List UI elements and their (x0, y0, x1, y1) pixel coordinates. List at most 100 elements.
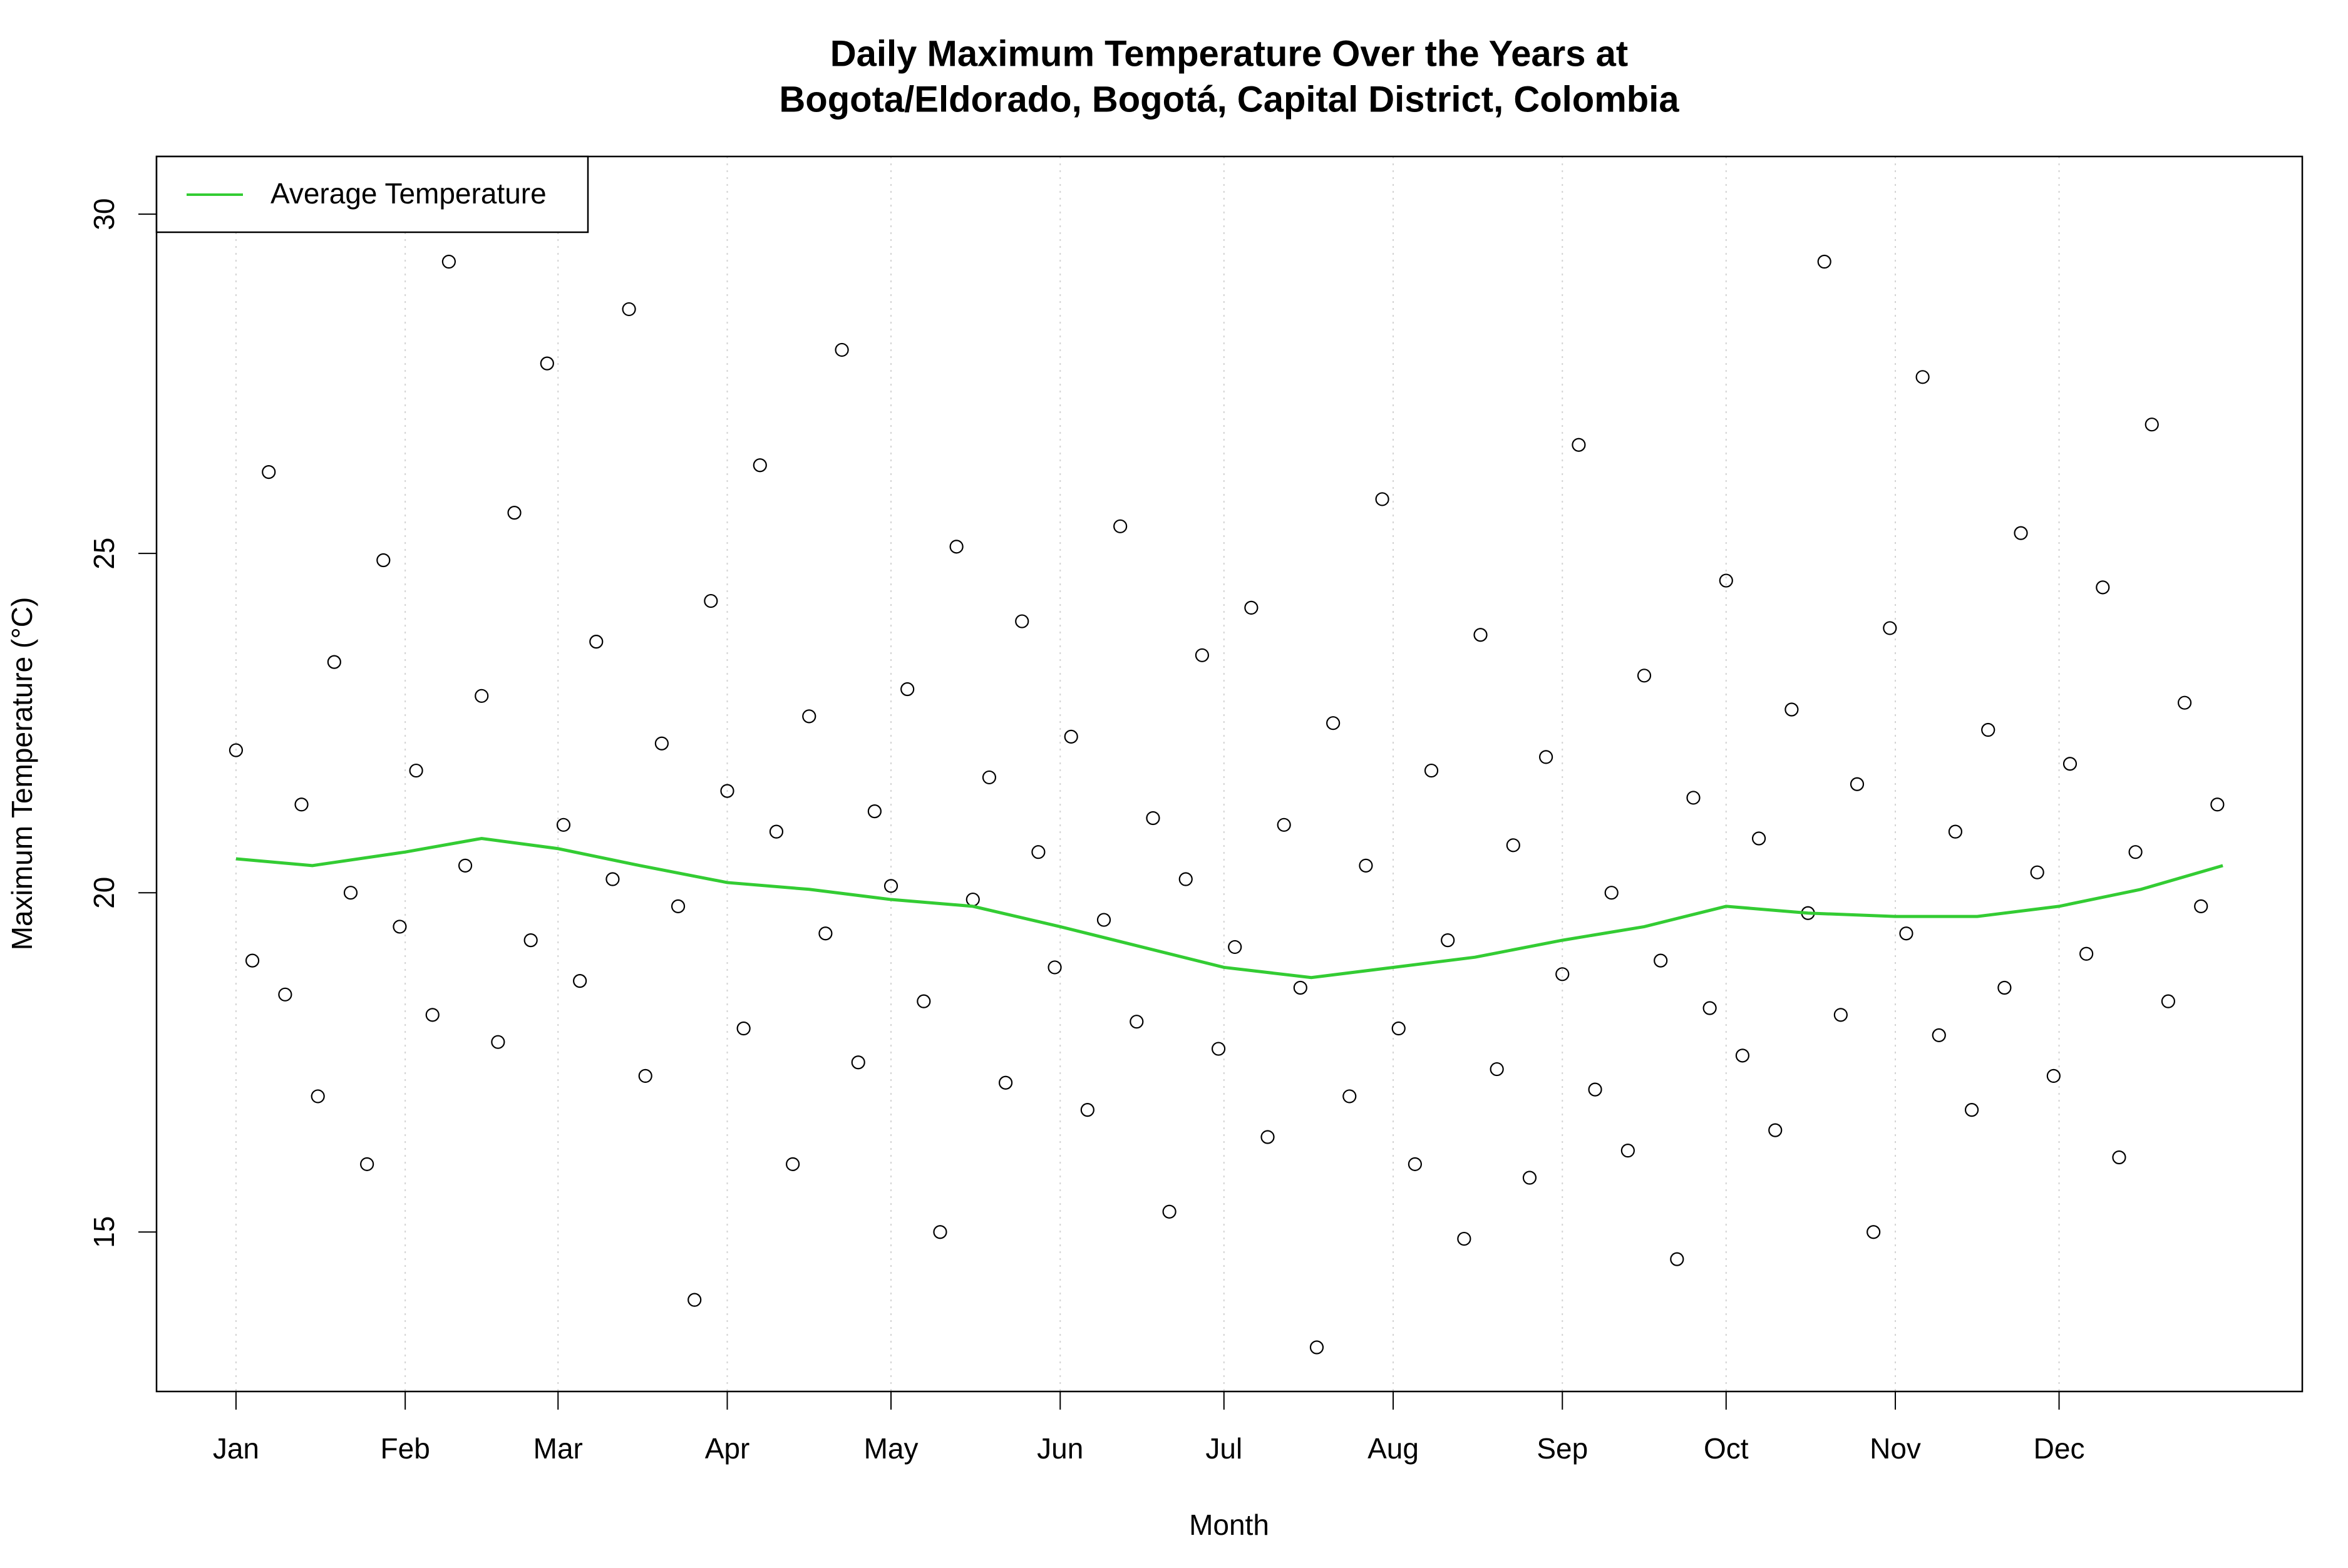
data-point (1506, 838, 1520, 853)
data-point (1408, 1157, 1422, 1171)
data-point (867, 804, 882, 819)
data-point (278, 987, 292, 1002)
data-point (2194, 899, 2208, 913)
average-line (235, 836, 2223, 980)
data-point (786, 1157, 800, 1171)
data-point (475, 689, 489, 703)
data-point (1719, 573, 1733, 588)
data-point (2014, 526, 2028, 540)
data-point (2079, 946, 2094, 961)
data-point (1293, 980, 1307, 995)
data-point (1899, 926, 1913, 941)
data-point (327, 655, 341, 669)
data-point (1457, 1231, 1471, 1246)
data-point (245, 953, 260, 968)
x-tick-label: Sep (1537, 1432, 1588, 1465)
data-point (949, 540, 964, 554)
data-point (1883, 621, 1897, 635)
data-point (1211, 1042, 1226, 1056)
data-point (1654, 953, 1668, 968)
data-point (1850, 777, 1865, 791)
data-point (1817, 254, 1831, 269)
data-point (753, 458, 767, 473)
plot-frame (155, 155, 2304, 1393)
y-tick-label: 25 (88, 538, 120, 570)
data-point (1080, 1103, 1094, 1117)
data-point (1964, 1103, 1979, 1117)
x-tick-label: Jul (1205, 1432, 1242, 1465)
data-point (229, 743, 244, 757)
data-point (1932, 1028, 1946, 1042)
data-point (998, 1075, 1013, 1090)
data-point (900, 682, 915, 697)
data-point (1424, 763, 1439, 778)
data-point (1751, 831, 1766, 846)
data-point (1309, 1340, 1324, 1355)
data-point (1490, 1062, 1504, 1077)
data-point (1260, 1130, 1275, 1144)
data-point (1620, 1144, 1635, 1158)
data-point (1064, 729, 1078, 744)
x-tick-label: Apr (705, 1432, 750, 1465)
data-point (605, 872, 620, 886)
chart-title: Bogota/Eldorado, Bogotá, Capital Distric… (779, 79, 1679, 120)
data-point (311, 1089, 325, 1104)
data-point (1604, 886, 1619, 900)
data-point (1867, 1225, 1881, 1239)
data-point (1375, 492, 1389, 506)
data-point (1637, 669, 1652, 683)
y-axis-label: Maximum Temperature (°C) (6, 597, 38, 951)
data-point (933, 1225, 947, 1239)
x-tick-label: Feb (381, 1432, 430, 1465)
data-point (671, 899, 686, 913)
data-point (2128, 845, 2143, 859)
data-point (1391, 1021, 1406, 1036)
x-axis-label: Month (1189, 1509, 1269, 1541)
data-point (425, 1008, 440, 1022)
data-point (802, 709, 816, 724)
data-point (736, 1021, 751, 1036)
data-point (1130, 1015, 1144, 1029)
data-point (1588, 1082, 1602, 1097)
data-point (720, 784, 734, 798)
data-point (2046, 1068, 2061, 1084)
x-tick-label: Dec (2034, 1432, 2085, 1465)
data-point (704, 593, 718, 608)
data-point (818, 926, 833, 941)
data-point (1162, 1204, 1177, 1219)
data-point (1981, 722, 1995, 737)
data-point (1031, 845, 1046, 859)
data-point (1178, 872, 1193, 886)
data-point (1359, 858, 1373, 873)
y-tick-label: 30 (88, 198, 120, 230)
legend-label: Average Temperature (270, 177, 547, 210)
data-point (1670, 1252, 1684, 1266)
data-point (1277, 817, 1291, 832)
y-tick-label: 20 (88, 877, 120, 909)
data-point (1522, 1171, 1537, 1185)
data-point (523, 933, 538, 948)
x-tick-label: Mar (533, 1432, 583, 1465)
data-point (458, 858, 473, 873)
x-tick-label: Nov (1870, 1432, 1921, 1465)
data-point (1784, 702, 1799, 717)
data-point (360, 1157, 374, 1171)
data-point (491, 1035, 505, 1049)
data-point (1473, 628, 1488, 642)
data-point (1228, 940, 1242, 955)
data-point (2096, 580, 2110, 595)
data-point (622, 302, 636, 317)
data-point (2210, 797, 2225, 812)
data-point (1555, 967, 1570, 981)
data-point (1342, 1089, 1357, 1104)
chart-title: Daily Maximum Temperature Over the Years… (830, 33, 1628, 74)
data-point (638, 1068, 652, 1084)
data-point (2062, 757, 2078, 771)
data-point (835, 342, 849, 357)
x-tick-label: Jun (1037, 1432, 1083, 1465)
x-tick-label: Jan (213, 1432, 259, 1465)
data-point (883, 879, 899, 893)
